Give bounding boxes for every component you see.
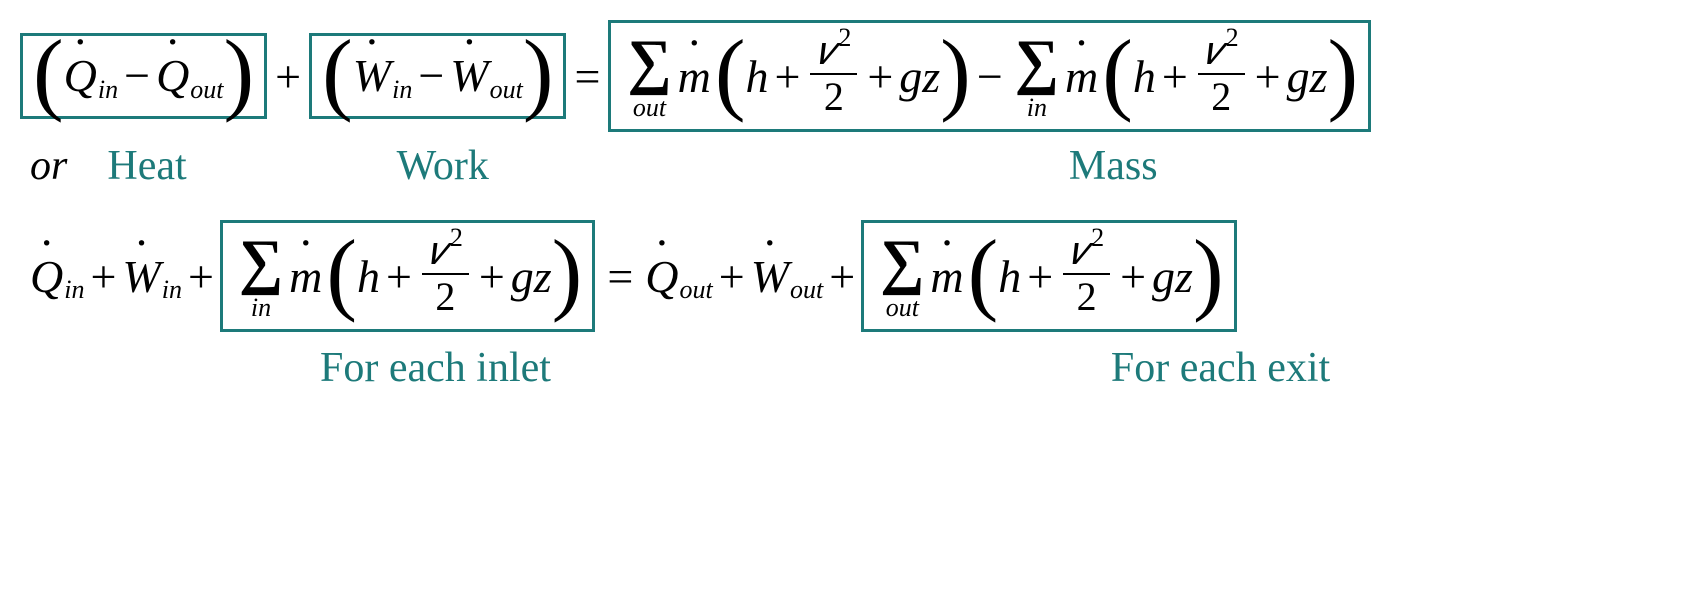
open-paren: ( bbox=[715, 40, 746, 104]
open-paren: ( bbox=[968, 240, 999, 304]
equals: = bbox=[568, 50, 606, 103]
q-in: Qin bbox=[64, 49, 118, 102]
row2-labels: For each inlet For each exit bbox=[20, 344, 1665, 392]
close-paren: ) bbox=[1193, 240, 1224, 304]
heat-term-box: ( Qin − Qout ) bbox=[20, 33, 267, 119]
close-paren: ) bbox=[224, 40, 255, 104]
q-out: Qout bbox=[156, 49, 223, 102]
heat-label: Heat bbox=[107, 142, 186, 190]
velocity-fraction: 𝜈2 2 bbox=[422, 231, 469, 317]
equals: = bbox=[601, 250, 639, 303]
sigma-in: ∑ in bbox=[239, 231, 283, 321]
enthalpy-term: h + 𝜈2 2 + gz bbox=[746, 33, 941, 119]
minus: − bbox=[412, 49, 450, 102]
work-term-box: ( Win − Wout ) bbox=[309, 33, 566, 119]
plus: + bbox=[713, 250, 751, 303]
w-out: Wout bbox=[450, 49, 523, 102]
plus: + bbox=[182, 250, 220, 303]
enthalpy-term: h + 𝜈2 2 + gz bbox=[998, 233, 1193, 319]
mass-term-box: ∑ out m ( h + 𝜈2 2 + gz ) − ∑ in m ( bbox=[608, 20, 1371, 132]
equation-row-1: ( Qin − Qout ) + ( Win − Wout ) = ∑ out … bbox=[20, 20, 1665, 132]
plus: + bbox=[269, 50, 307, 103]
q-out: Qout bbox=[645, 250, 712, 303]
exit-sum-box: ∑ out m ( h + 𝜈2 2 + gz ) bbox=[861, 220, 1236, 332]
sigma-out: ∑ out bbox=[880, 231, 924, 321]
open-paren: ( bbox=[1102, 40, 1133, 104]
enthalpy-term: h + 𝜈2 2 + gz bbox=[1133, 33, 1328, 119]
exit-label: For each exit bbox=[1111, 344, 1330, 392]
open-paren: ( bbox=[322, 40, 353, 104]
m-dot: m bbox=[930, 250, 963, 303]
row1-labels: or Heat Work Mass bbox=[20, 142, 1665, 190]
inlet-sum-box: ∑ in m ( h + 𝜈2 2 + gz ) bbox=[220, 220, 595, 332]
velocity-fraction: 𝜈2 2 bbox=[810, 31, 857, 117]
open-paren: ( bbox=[33, 40, 64, 104]
m-dot: m bbox=[678, 50, 711, 103]
equation-row-2: Qin + Win + ∑ in m ( h + 𝜈2 2 + gz ) = Q… bbox=[20, 220, 1665, 332]
minus: − bbox=[971, 50, 1009, 103]
q-in: Qin bbox=[30, 250, 84, 303]
or-label: or bbox=[30, 142, 67, 190]
open-paren: ( bbox=[326, 240, 357, 304]
close-paren: ) bbox=[552, 240, 583, 304]
w-out: Wout bbox=[751, 250, 824, 303]
m-dot: m bbox=[289, 250, 322, 303]
inlet-label: For each inlet bbox=[320, 344, 551, 392]
minus: − bbox=[118, 49, 156, 102]
velocity-fraction: 𝜈2 2 bbox=[1063, 231, 1110, 317]
close-paren: ) bbox=[523, 40, 554, 104]
sigma-in: ∑ in bbox=[1015, 31, 1059, 121]
m-dot: m bbox=[1065, 50, 1098, 103]
close-paren: ) bbox=[940, 40, 971, 104]
w-in: Win bbox=[122, 250, 182, 303]
velocity-fraction: 𝜈2 2 bbox=[1198, 31, 1245, 117]
plus: + bbox=[823, 250, 861, 303]
work-label: Work bbox=[397, 142, 489, 190]
plus: + bbox=[84, 250, 122, 303]
close-paren: ) bbox=[1328, 40, 1359, 104]
enthalpy-term: h + 𝜈2 2 + gz bbox=[357, 233, 552, 319]
w-in: Win bbox=[353, 49, 413, 102]
mass-label: Mass bbox=[1069, 142, 1158, 190]
sigma-out: ∑ out bbox=[627, 31, 671, 121]
